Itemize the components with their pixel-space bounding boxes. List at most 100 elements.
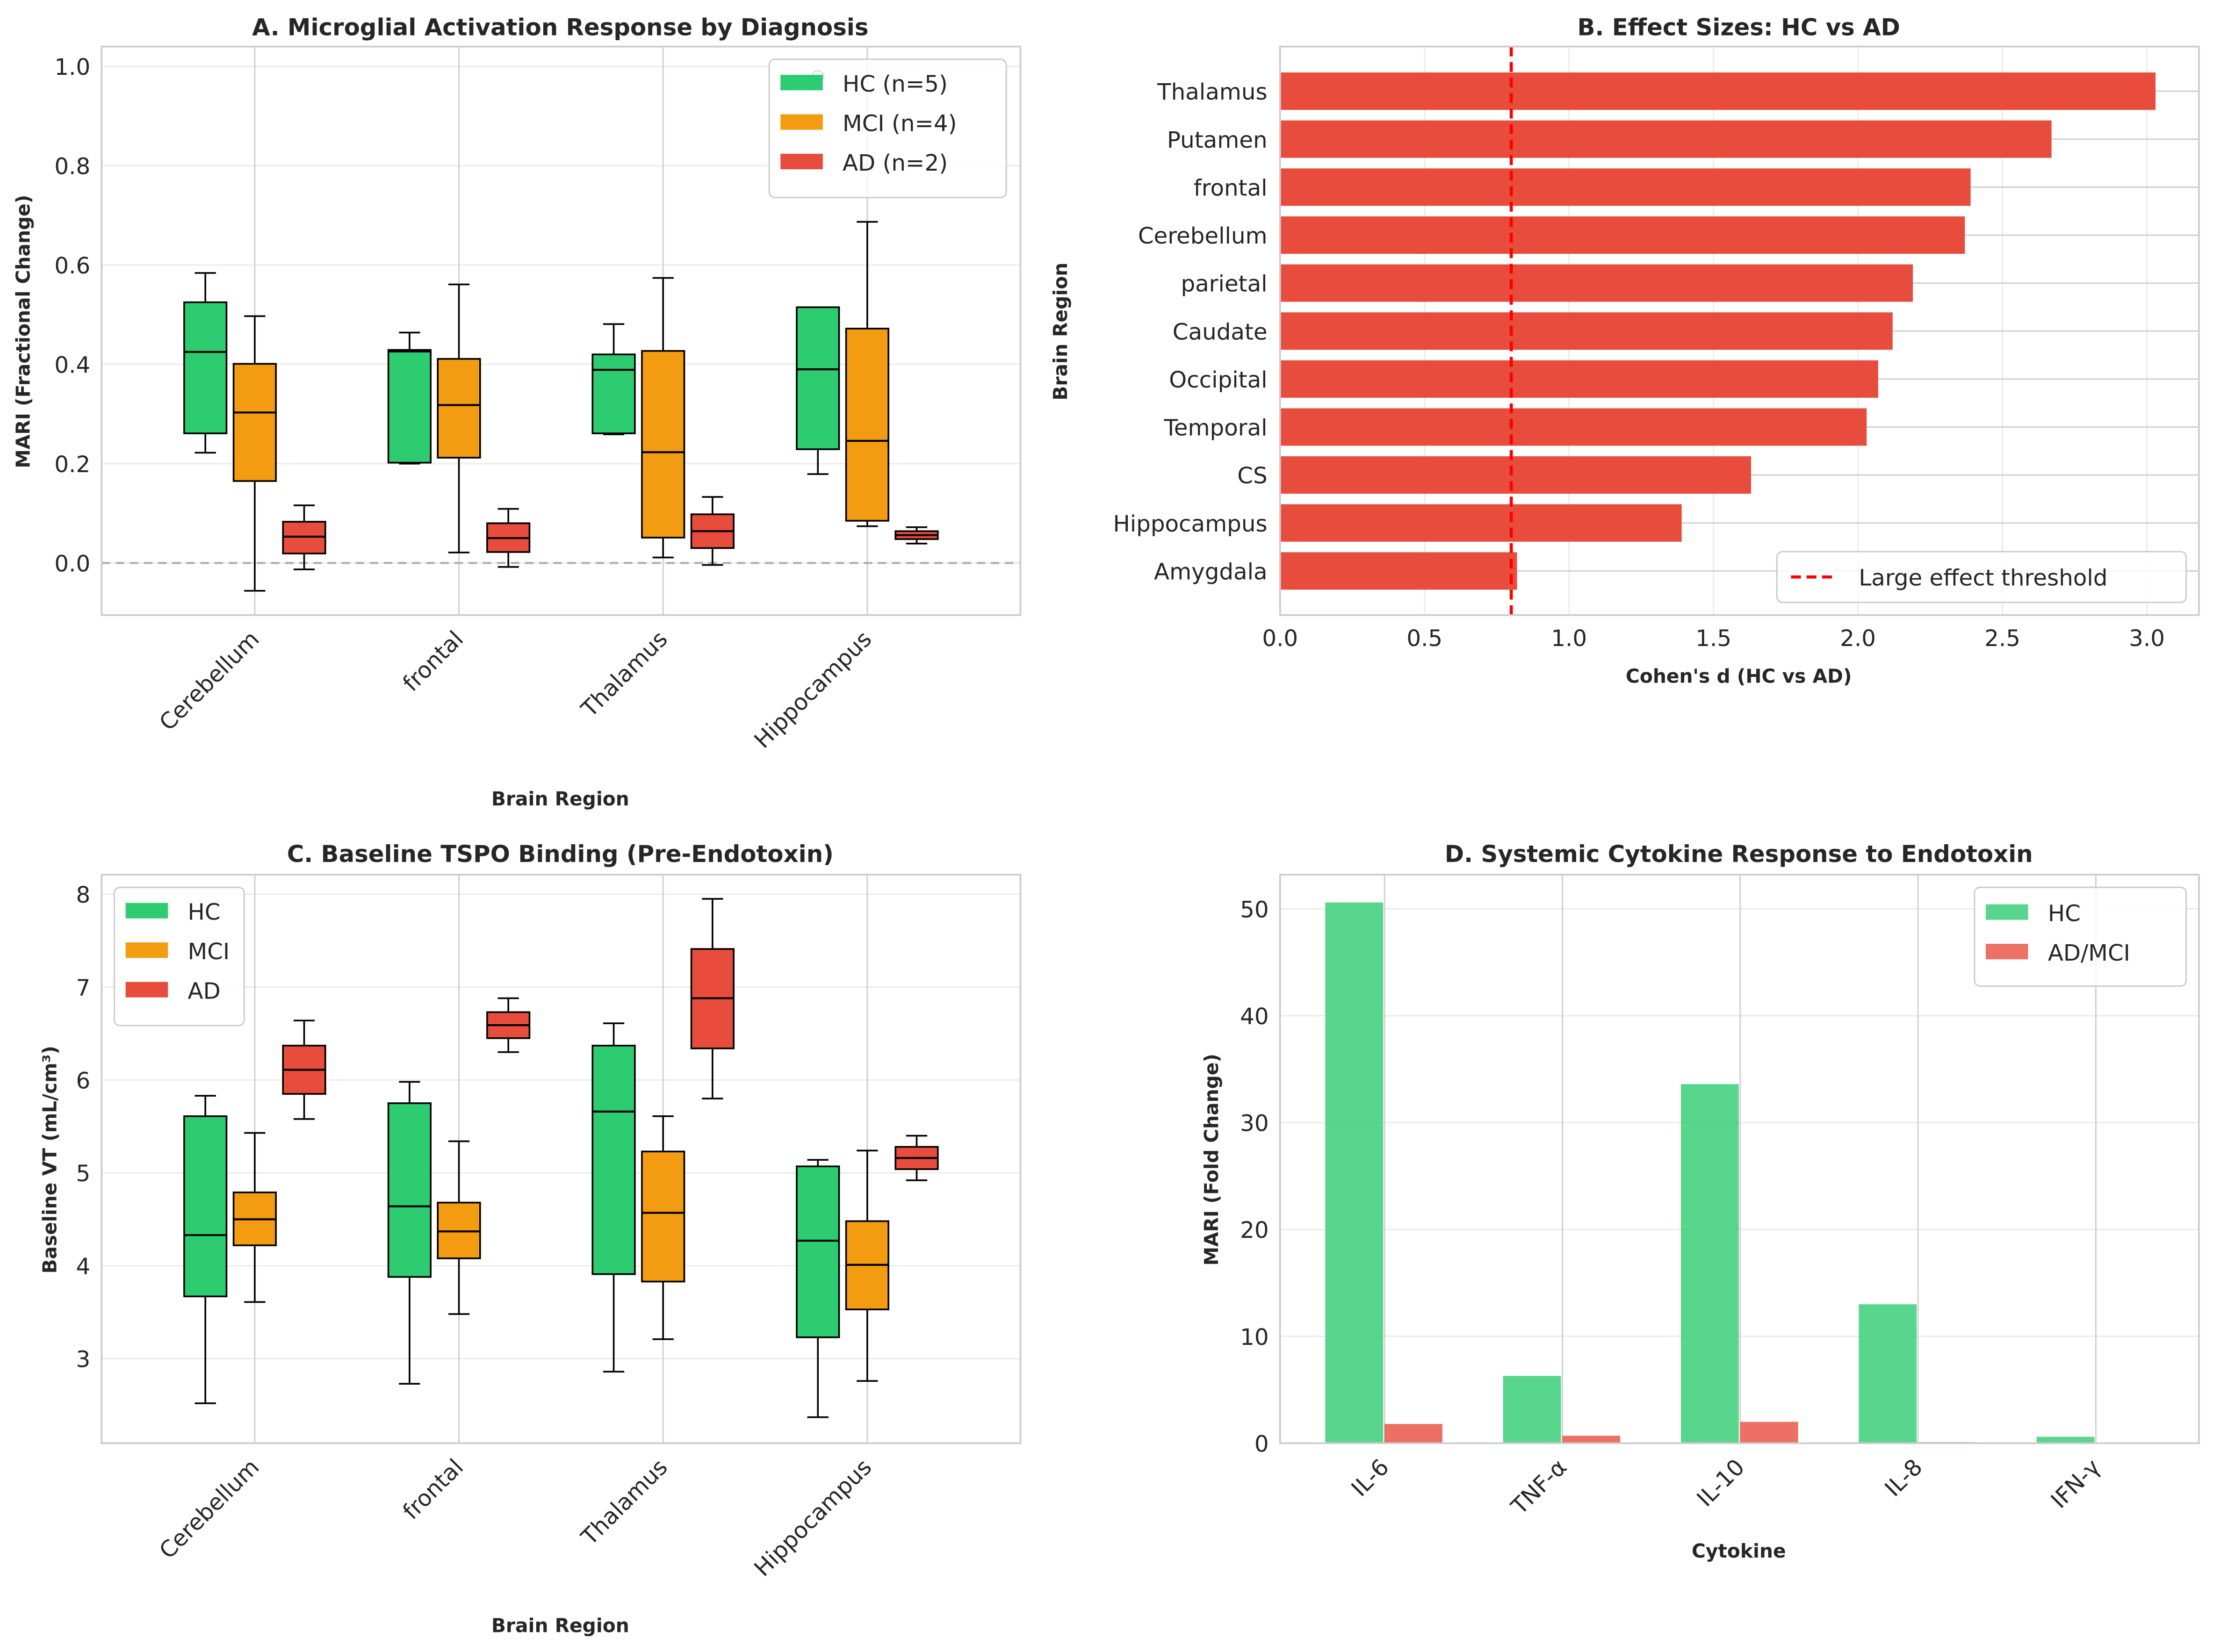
legend-frame xyxy=(1776,551,2187,603)
box-mci-frontal xyxy=(437,1140,481,1315)
ytick-label: 1.0 xyxy=(54,54,90,80)
box-iqr xyxy=(232,363,277,482)
xtick-label: TNF-α xyxy=(1506,1454,1572,1520)
ytick-label: 5 xyxy=(76,1161,90,1187)
ytick-label: 0.4 xyxy=(54,352,90,379)
legend-swatch-hc xyxy=(780,74,823,91)
xtick-label: Cerebellum xyxy=(154,1454,264,1564)
box-hc-thalamus xyxy=(591,1022,636,1373)
bar-hc-3 xyxy=(1859,1304,1917,1444)
box-iqr xyxy=(641,1150,685,1283)
ytick-label: Caudate xyxy=(1173,319,1268,345)
xtick-label: frontal xyxy=(398,1454,469,1525)
panel-c-baseline-tspo: C. Baseline TSPO Binding (Pre-Endotoxin)… xyxy=(39,840,1022,1637)
ytick-label: parietal xyxy=(1181,271,1267,297)
panel-d-xlabel: Cytokine xyxy=(1692,1540,1786,1562)
xtick-label: IFN-γ xyxy=(2046,1454,2105,1514)
xtick-label: IL-6 xyxy=(1347,1454,1394,1502)
ytick-label: Thalamus xyxy=(1157,79,1267,105)
xtick-label: Cerebellum xyxy=(154,626,264,736)
ytick-label: 0.2 xyxy=(54,452,90,478)
box-iqr xyxy=(282,521,326,554)
legend-swatch-mci xyxy=(780,114,823,130)
panel-c-xlabel: Brain Region xyxy=(491,1615,629,1637)
box-hc-thalamus xyxy=(591,323,636,435)
box-mci-frontal xyxy=(437,283,481,553)
box-ad-frontal xyxy=(486,508,531,568)
ytick-label: Putamen xyxy=(1167,127,1268,153)
xtick-label: frontal xyxy=(398,626,469,697)
bar-temporal xyxy=(1280,408,1867,446)
panel-a-frame xyxy=(101,45,1022,616)
legend-label: HC xyxy=(2048,901,2081,927)
box-hc-frontal xyxy=(387,1081,432,1385)
box-hc-cerebellum xyxy=(183,1095,228,1404)
box-iqr xyxy=(591,353,636,434)
box-iqr xyxy=(387,349,432,464)
ytick-label: 0 xyxy=(1254,1431,1269,1457)
panel-d-ylabel: MARI (Fold Change) xyxy=(1200,1054,1223,1266)
ytick-label: 50 xyxy=(1240,897,1269,923)
bar-hc-0 xyxy=(1325,902,1384,1444)
bar-ad-2 xyxy=(1740,1422,1798,1444)
xtick-label: IL-10 xyxy=(1692,1454,1750,1512)
xtick-label: 0.5 xyxy=(1406,625,1442,652)
xtick-label: Hippocampus xyxy=(749,1454,877,1582)
bar-hc-1 xyxy=(1503,1376,1561,1444)
box-iqr xyxy=(591,1044,636,1275)
xtick-label: 2.0 xyxy=(1840,625,1876,652)
box-iqr xyxy=(641,350,685,539)
legend-swatch-hc xyxy=(1986,904,2028,920)
ytick-label: Hippocampus xyxy=(1113,511,1267,537)
panel-a-title: A. Microglial Activation Response by Dia… xyxy=(252,14,868,41)
bar-hc-2 xyxy=(1681,1084,1739,1444)
legend-label: AD/MCI xyxy=(2048,940,2130,966)
ytick-label: 10 xyxy=(1240,1324,1269,1350)
ytick-label: Temporal xyxy=(1164,415,1268,441)
ytick-label: 7 xyxy=(76,975,90,1001)
ytick-label: 0.0 xyxy=(54,551,90,577)
bar-ad-0 xyxy=(1384,1424,1442,1444)
panel-d-title: D. Systemic Cytokine Response to Endotox… xyxy=(1445,840,2033,868)
box-iqr xyxy=(387,1102,432,1278)
legend-label: AD (n=2) xyxy=(843,150,948,176)
bar-ad-1 xyxy=(1562,1436,1621,1444)
legend-frame xyxy=(768,58,1007,199)
legend-label: HC (n=5) xyxy=(843,71,948,97)
ytick-label: 20 xyxy=(1240,1217,1269,1243)
panel-c-frame xyxy=(101,874,1022,1444)
legend-label: Large effect threshold xyxy=(1859,565,2107,591)
legend-label: HC xyxy=(187,899,220,926)
ytick-label: 4 xyxy=(76,1254,90,1280)
bar-cerebellum xyxy=(1280,216,1965,254)
box-ad-frontal xyxy=(486,997,531,1053)
panel-a-microglial-activation: A. Microglial Activation Response by Dia… xyxy=(12,14,1022,810)
bar-thalamus xyxy=(1280,72,2156,110)
panel-a-ylabel: MARI (Fractional Change) xyxy=(12,195,34,468)
xtick-label: Thalamus xyxy=(576,1454,673,1551)
ytick-label: Cerebellum xyxy=(1138,223,1268,249)
panel-c-ylabel: Baseline VT (mL/cm³) xyxy=(39,1046,61,1274)
bar-putamen xyxy=(1280,120,2052,158)
legend-swatch-ad xyxy=(780,153,823,170)
ytick-label: Occipital xyxy=(1169,367,1268,393)
panel-d-cytokine-response: D. Systemic Cytokine Response to Endotox… xyxy=(1200,840,2200,1562)
xtick-label: 3.0 xyxy=(2129,625,2165,652)
box-iqr xyxy=(437,358,481,459)
ytick-label: 30 xyxy=(1240,1111,1269,1137)
panel-b-frame xyxy=(1279,45,2200,616)
box-mci-hippocampus xyxy=(845,221,889,527)
ytick-label: Amygdala xyxy=(1154,559,1268,585)
panel-c-title: C. Baseline TSPO Binding (Pre-Endotoxin) xyxy=(287,840,834,868)
bar-hippocampus xyxy=(1280,504,1682,542)
ytick-label: frontal xyxy=(1194,175,1268,201)
ytick-label: 8 xyxy=(76,882,90,908)
ytick-label: CS xyxy=(1237,463,1267,489)
ytick-label: 6 xyxy=(76,1068,90,1094)
box-hc-hippocampus xyxy=(796,1159,840,1418)
box-mci-cerebellum xyxy=(232,315,277,592)
bar-frontal xyxy=(1280,168,1971,206)
box-ad-cerebellum xyxy=(282,504,326,570)
bar-hc-4 xyxy=(2036,1437,2095,1444)
